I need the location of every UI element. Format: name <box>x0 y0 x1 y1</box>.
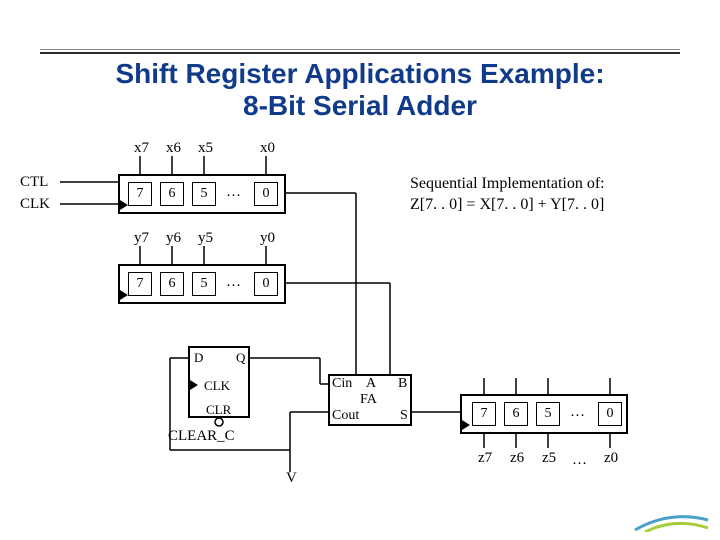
z-clock-triangle <box>462 420 470 430</box>
label-x0: x0 <box>260 140 275 157</box>
x-cell-5: 5 <box>192 182 216 206</box>
x-cell-0: 0 <box>254 182 278 206</box>
seq-note: Sequential Implementation of: Z[7. . 0] … <box>410 174 605 216</box>
fa-b: B <box>398 376 407 392</box>
x-cell-7: 7 <box>128 182 152 206</box>
label-x6: x6 <box>166 140 181 157</box>
label-z6: z6 <box>510 450 524 467</box>
signal-ctl: CTL <box>20 174 48 191</box>
z-cell-dots: … <box>570 404 585 421</box>
seq-note-line1: Sequential Implementation of: <box>410 175 605 192</box>
label-y7: y7 <box>134 230 149 247</box>
ff-clr-label: CLR <box>206 402 231 418</box>
label-z0: z0 <box>604 450 618 467</box>
x-clock-triangle <box>120 200 128 210</box>
fa-cout: Cout <box>332 408 359 424</box>
label-x7: x7 <box>134 140 149 157</box>
y-cell-6: 6 <box>160 272 184 296</box>
y-cell-7: 7 <box>128 272 152 296</box>
x-cell-dots: … <box>226 184 241 201</box>
label-y6: y6 <box>166 230 181 247</box>
signal-v: V <box>286 470 297 487</box>
label-y0: y0 <box>260 230 275 247</box>
ff-d-label: D <box>194 350 203 366</box>
label-z5: z5 <box>542 450 556 467</box>
x-cell-6: 6 <box>160 182 184 206</box>
y-cell-5: 5 <box>192 272 216 296</box>
seq-note-line2: Z[7. . 0] = X[7. . 0] + Y[7. . 0] <box>410 196 604 213</box>
fa-cin: Cin <box>332 376 352 392</box>
label-zdots: … <box>572 452 587 469</box>
z-cell-0: 0 <box>598 402 622 426</box>
signal-clk: CLK <box>20 196 50 213</box>
title-line-1: Shift Register Applications Example: <box>115 58 604 89</box>
page-title: Shift Register Applications Example: 8-B… <box>0 58 720 122</box>
z-cell-5: 5 <box>536 402 560 426</box>
corner-swash-icon <box>630 502 710 532</box>
y-cell-0: 0 <box>254 272 278 296</box>
ff-q-label: Q <box>236 350 245 366</box>
ff-clock-triangle <box>190 380 198 390</box>
signal-clear-c: CLEAR_C <box>168 428 235 445</box>
ff-clk-label: CLK <box>204 378 230 394</box>
z-cell-7: 7 <box>472 402 496 426</box>
y-clock-triangle <box>120 290 128 300</box>
diagram-area: CTL CLK x7 x6 x5 x0 7 6 5 … 0 Sequential… <box>60 160 680 520</box>
z-cell-6: 6 <box>504 402 528 426</box>
label-y5: y5 <box>198 230 213 247</box>
fa-s: S <box>400 408 408 424</box>
header-rule <box>40 52 680 54</box>
label-x5: x5 <box>198 140 213 157</box>
y-cell-dots: … <box>226 274 241 291</box>
title-line-2: 8-Bit Serial Adder <box>243 90 477 121</box>
fa-a: A <box>366 376 376 392</box>
fa-name: FA <box>360 392 377 408</box>
label-z7: z7 <box>478 450 492 467</box>
